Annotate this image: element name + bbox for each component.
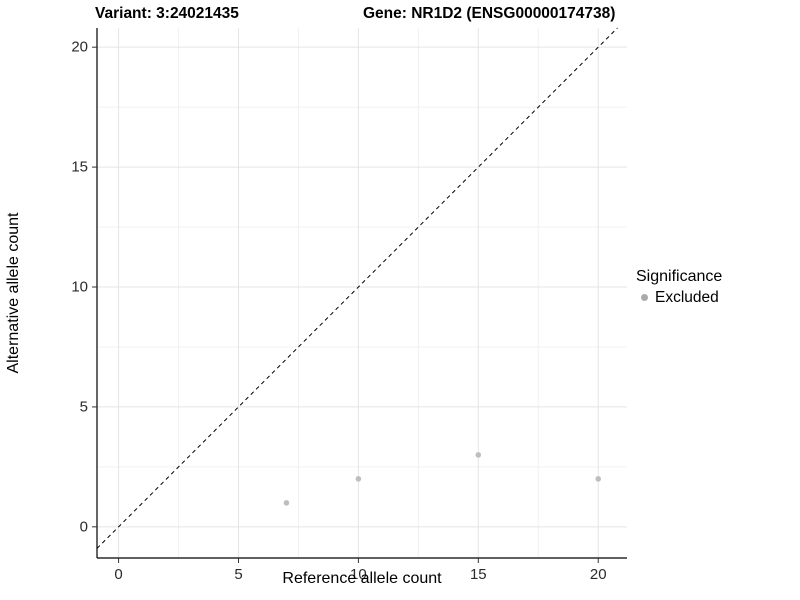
legend: Significance Excluded	[636, 268, 722, 308]
data-point	[475, 452, 482, 458]
y-tick-label: 15	[71, 158, 88, 176]
legend-title: Significance	[636, 268, 723, 285]
legend-items: Excluded	[636, 287, 722, 308]
data-point	[595, 476, 602, 482]
data-point	[283, 500, 290, 506]
y-tick-label: 20	[71, 38, 88, 56]
legend-key	[636, 289, 653, 306]
legend-item-label: Excluded	[655, 288, 719, 306]
x-tick-label: 0	[114, 566, 123, 583]
x-tick-label: 20	[589, 566, 607, 583]
x-tick-label: 5	[234, 566, 243, 583]
data-point	[355, 476, 362, 482]
variant-title: Variant: 3:24021435	[95, 5, 239, 22]
legend-dot-icon	[641, 294, 648, 301]
y-axis-title: Alternative allele count	[5, 212, 22, 374]
x-tick-label: 15	[469, 566, 487, 583]
gene-title: Gene: NR1D2 (ENSG00000174738)	[363, 5, 616, 22]
y-tick-label: 5	[79, 398, 88, 416]
x-tick-label: 10	[350, 566, 367, 583]
x-axis-title: Reference allele count	[282, 570, 442, 587]
y-tick-label: 10	[71, 278, 88, 296]
y-tick-label: 0	[79, 518, 88, 536]
identity-line	[96, 27, 618, 549]
legend-item: Excluded	[636, 287, 722, 308]
